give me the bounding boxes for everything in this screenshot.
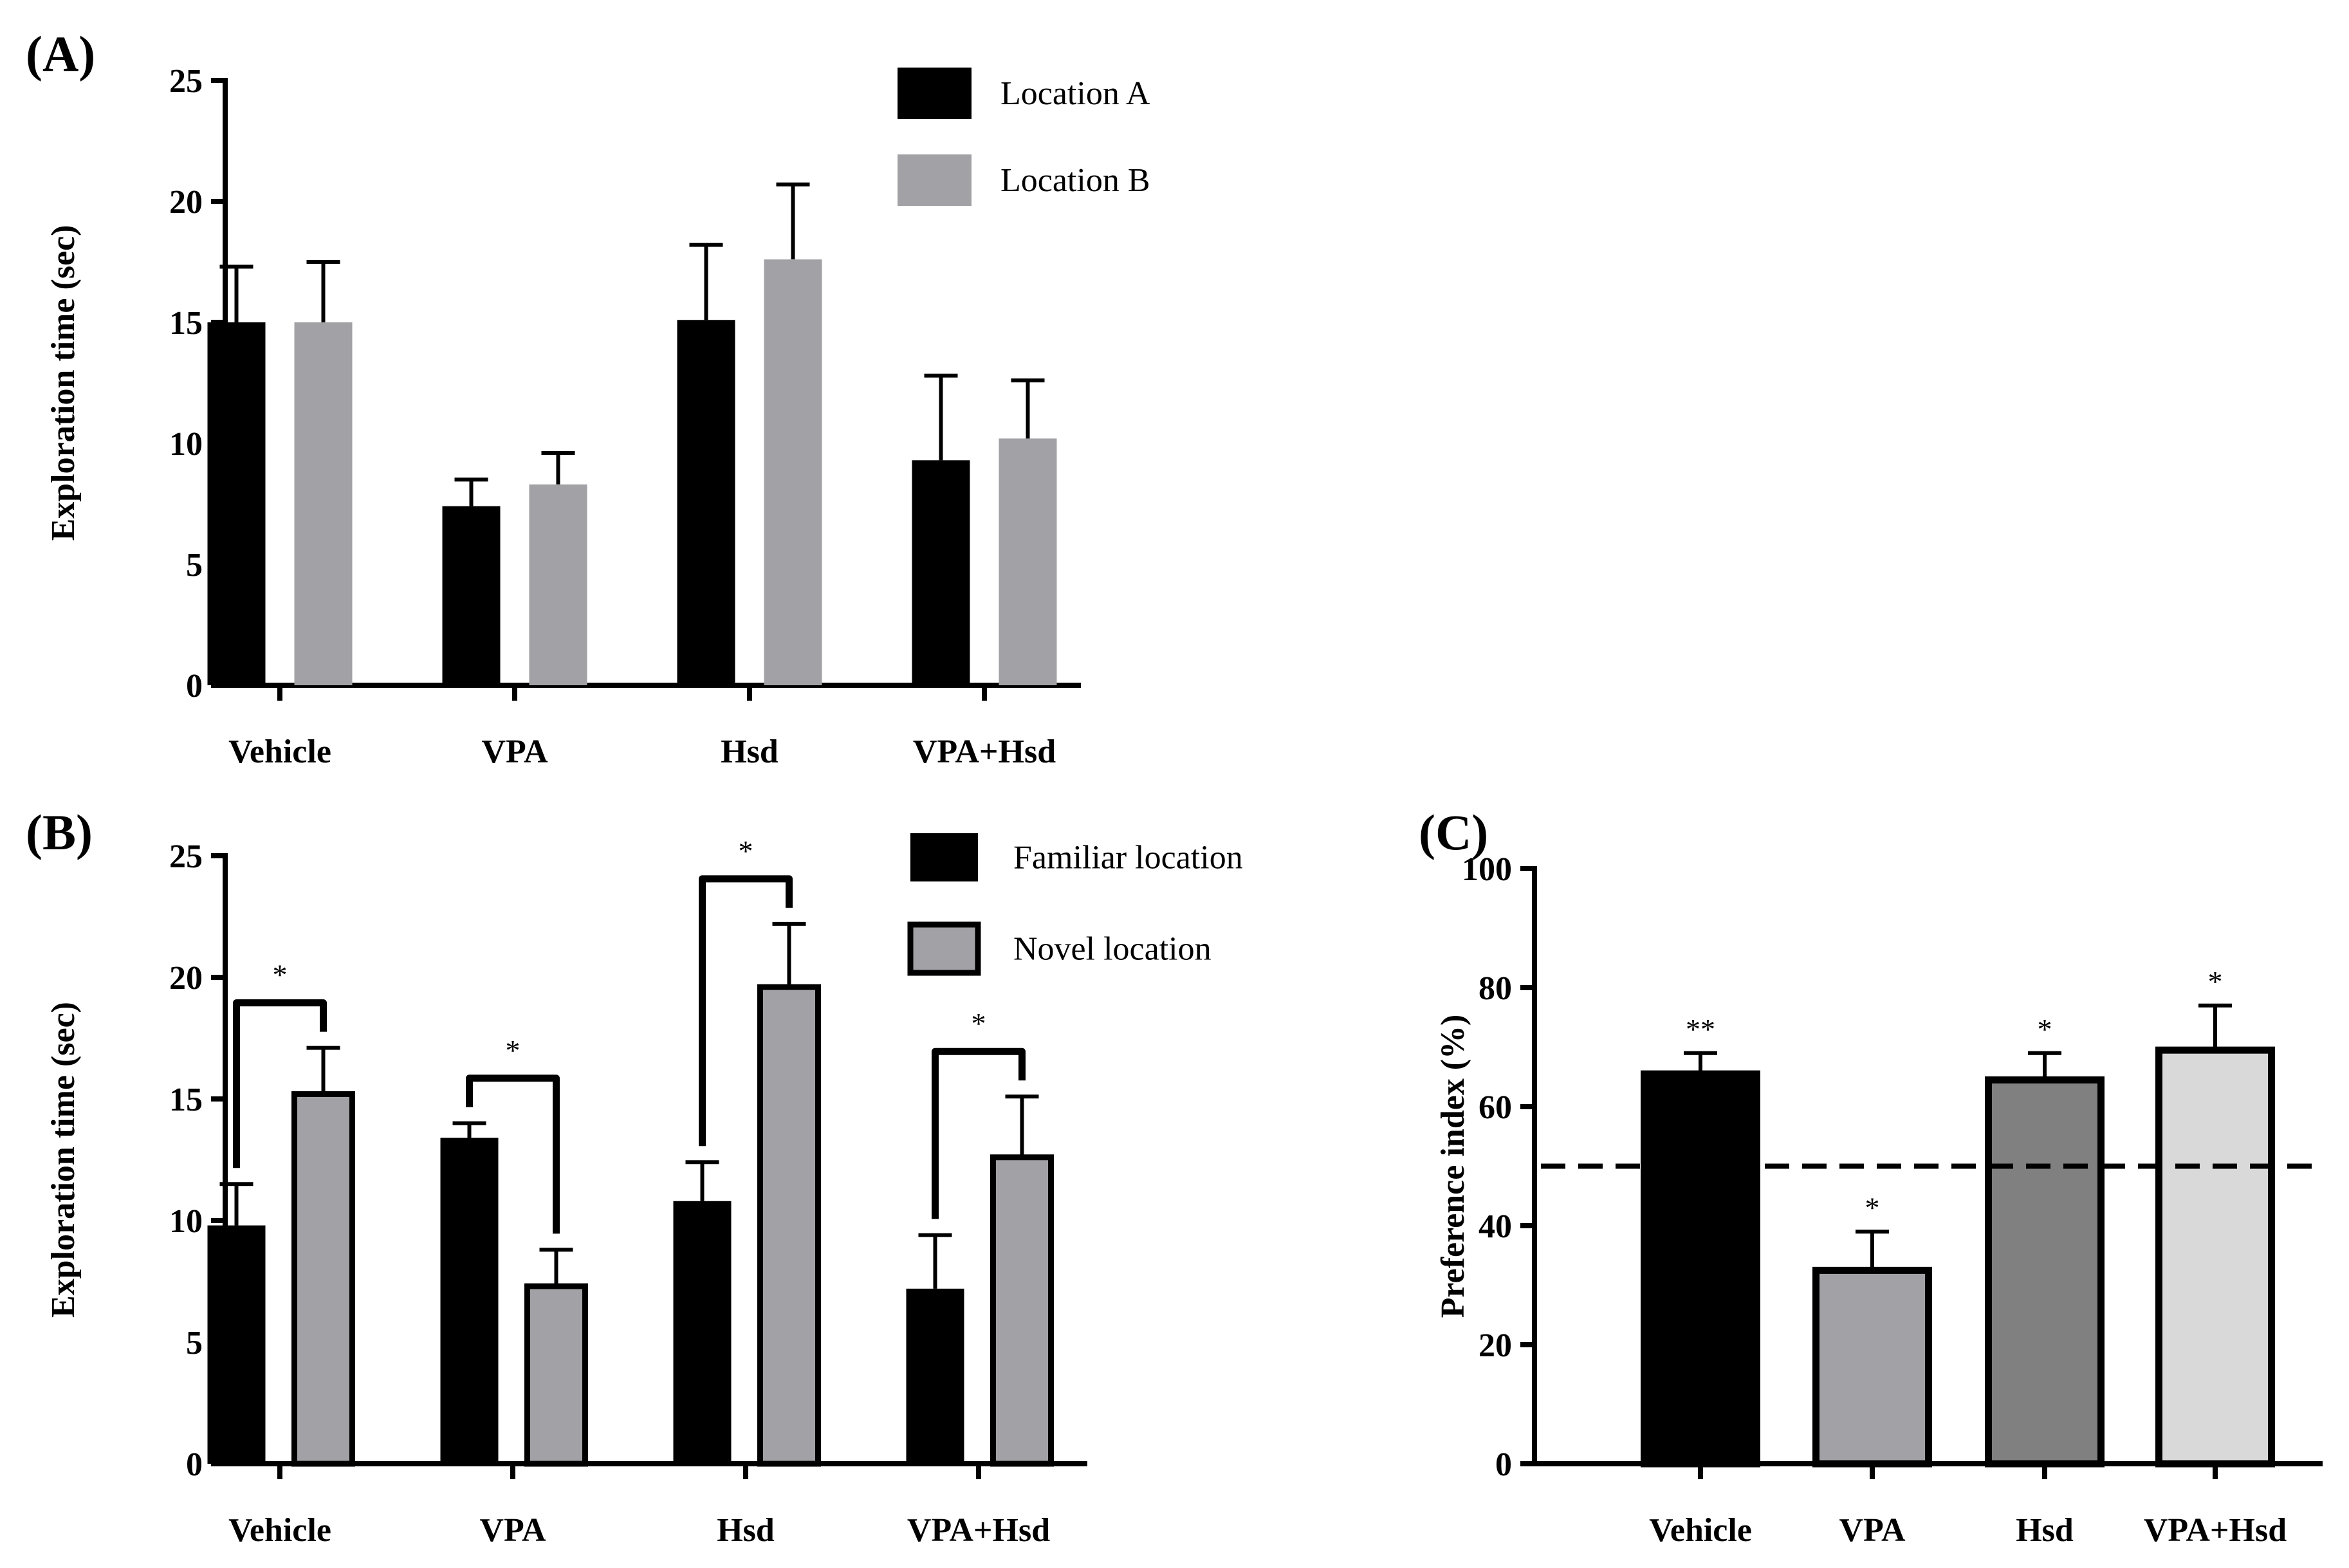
bar-hsd-familiar-location (673, 1201, 732, 1464)
y-tick-label: 0 (186, 1446, 203, 1483)
significance-bracket (932, 1047, 1026, 1219)
y-tick-label: 40 (1478, 1208, 1512, 1245)
significance-bracket (699, 875, 793, 1147)
y-axis-label: Exploration time (sec) (45, 1002, 82, 1318)
y-tick-label: 25 (169, 838, 203, 875)
significance-marker: * (739, 835, 753, 867)
x-category-label: VPA (1839, 1512, 1905, 1549)
significance-marker: * (1865, 1191, 1880, 1224)
x-category-label: Hsd (721, 733, 778, 770)
y-tick-label: 80 (1478, 970, 1512, 1007)
legend-swatch (898, 154, 972, 206)
bar-vpa-location-b (529, 484, 587, 685)
x-category-label: VPA+Hsd (2144, 1512, 2287, 1549)
x-category-label: Hsd (2016, 1512, 2074, 1549)
significance-marker: ** (1686, 1013, 1715, 1046)
bar-vpa-familiar-location (440, 1138, 499, 1464)
x-category-label: VPA (479, 1512, 546, 1549)
significance-bracket (466, 1075, 560, 1234)
bar-vpa (1812, 1266, 1932, 1468)
legend-swatch (910, 833, 978, 881)
bar-vpa-hsd-location-b (999, 438, 1057, 685)
significance-marker: * (972, 1007, 986, 1040)
bar-vehicle (1641, 1070, 1760, 1468)
panel-label: (A) (26, 26, 95, 82)
bar-hsd (1985, 1076, 2105, 1468)
x-category-label: VPA (481, 733, 548, 770)
y-tick-label: 0 (1495, 1446, 1512, 1483)
bar-hsd-novel-location (757, 984, 821, 1467)
significance-marker: * (273, 959, 288, 992)
bar-vehicle-novel-location (291, 1091, 355, 1467)
significance-marker: * (506, 1034, 520, 1067)
y-tick-label: 10 (169, 1203, 203, 1240)
y-tick-label: 100 (1462, 851, 1512, 888)
legend-swatch (898, 68, 972, 119)
y-tick-label: 5 (186, 547, 203, 584)
significance-bracket (233, 999, 327, 1168)
y-axis-label: Preference index (%) (1435, 1015, 1471, 1318)
legend-label: Novel location (1013, 931, 1211, 968)
x-category-label: VPA+Hsd (907, 1512, 1050, 1549)
y-tick-label: 60 (1478, 1089, 1512, 1126)
y-tick-label: 20 (1478, 1327, 1512, 1364)
y-tick-label: 5 (186, 1325, 203, 1361)
bar-hsd-location-b (764, 259, 822, 685)
x-category-label: Hsd (717, 1512, 775, 1549)
y-axis-label: Exploration time (sec) (45, 225, 82, 540)
legend-label: Familiar location (1013, 840, 1243, 876)
y-tick-label: 15 (169, 305, 203, 342)
legend-label: Location A (1000, 75, 1150, 112)
significance-marker: * (2208, 965, 2223, 998)
x-category-label: Vehicle (228, 733, 331, 770)
bar-vehicle-familiar-location (207, 1225, 266, 1464)
bar-vpa-hsd-location-a (912, 460, 970, 685)
y-tick-label: 15 (169, 1082, 203, 1118)
significance-marker: * (2038, 1013, 2052, 1046)
bar-vehicle-location-b (294, 322, 353, 685)
bar-hsd-location-a (677, 320, 735, 685)
y-tick-label: 20 (169, 960, 203, 997)
y-tick-label: 10 (169, 426, 203, 463)
panel-label: (B) (26, 804, 93, 860)
bar-vpa-location-a (442, 506, 501, 685)
x-category-label: VPA+Hsd (913, 733, 1056, 770)
legend-swatch (907, 921, 981, 976)
bar-vpa-hsd-familiar-location (906, 1288, 964, 1464)
y-tick-label: 0 (186, 668, 203, 705)
x-category-label: Vehicle (228, 1512, 331, 1549)
x-category-label: Vehicle (1649, 1512, 1752, 1549)
bar-vehicle-location-a (207, 322, 266, 685)
y-tick-label: 25 (169, 63, 203, 100)
bar-vpa-novel-location (524, 1283, 588, 1467)
bar-vpa-hsd-novel-location (990, 1154, 1054, 1467)
y-tick-label: 20 (169, 184, 203, 221)
legend-label: Location B (1000, 162, 1150, 199)
panel-label: (C) (1419, 804, 1488, 860)
bar-vpa-hsd (2155, 1046, 2275, 1468)
